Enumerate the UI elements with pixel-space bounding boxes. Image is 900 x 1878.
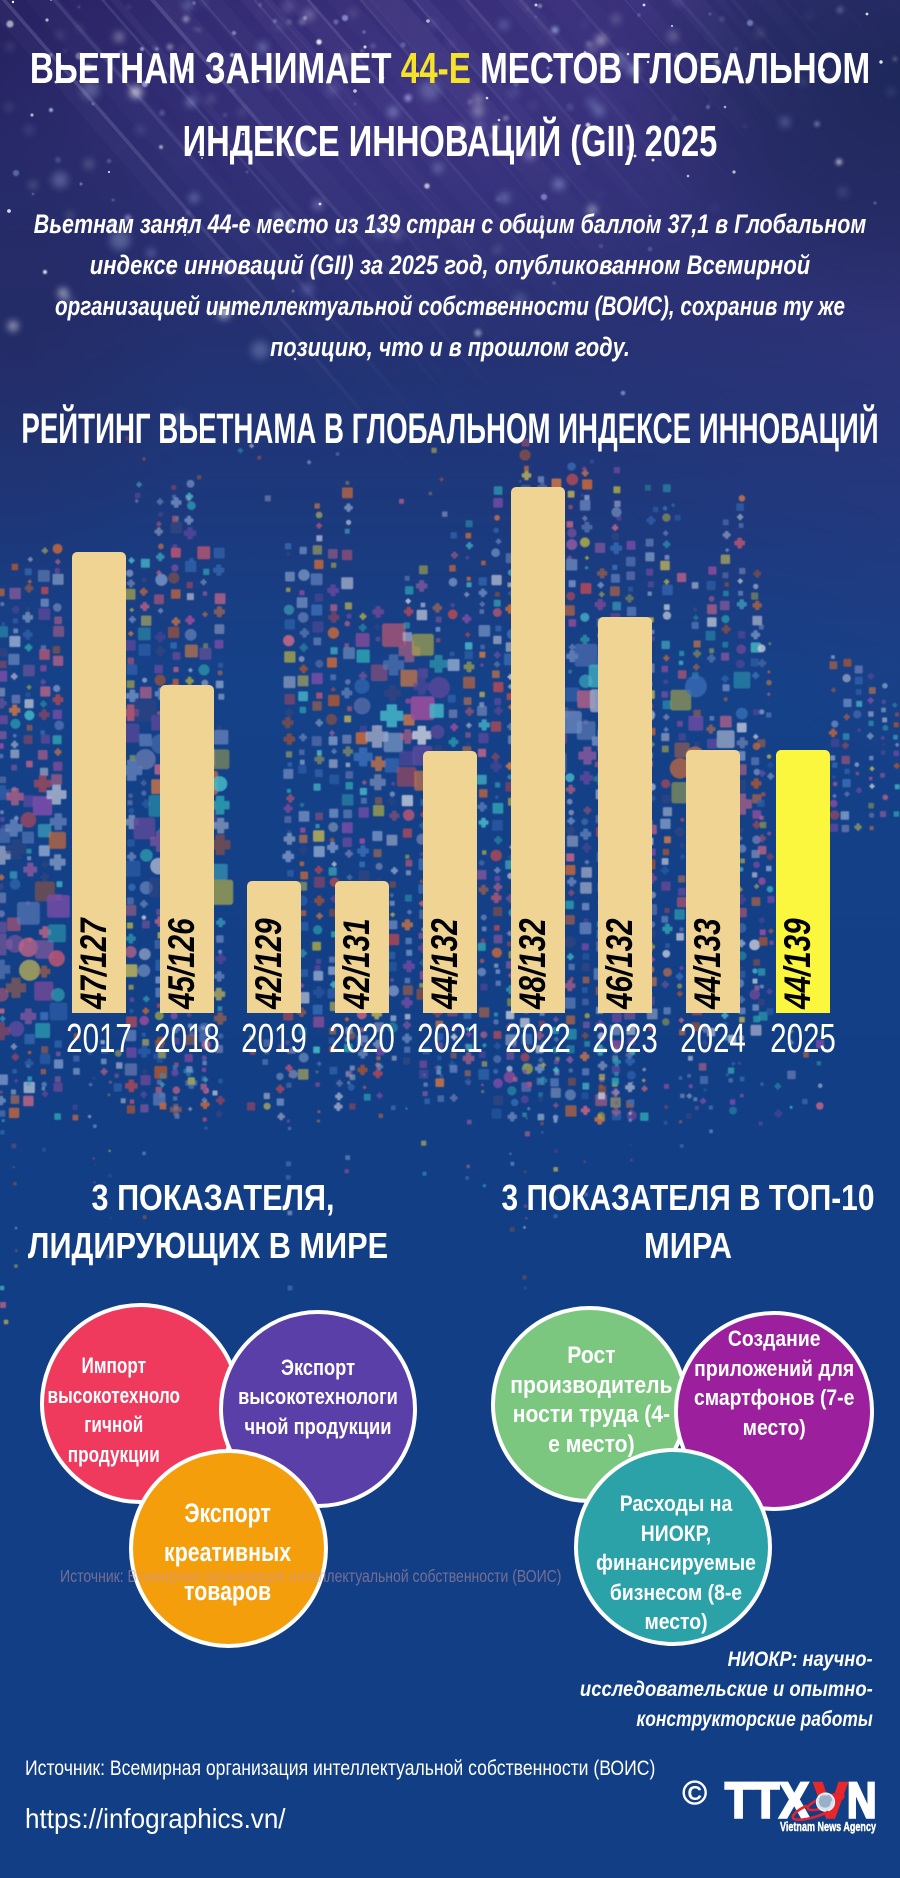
svg-text:C: C xyxy=(687,1783,701,1805)
svg-text:Vietnam News Agency: Vietnam News Agency xyxy=(780,1819,877,1834)
svg-text:N: N xyxy=(847,1775,877,1828)
